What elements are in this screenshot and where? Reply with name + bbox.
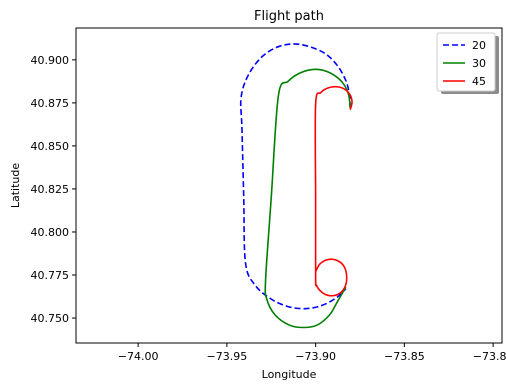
y-tick-label: 40.750 bbox=[31, 312, 70, 325]
axes-frame bbox=[75, 27, 503, 344]
x-axis: −74.00 −73.95 −73.90 −73.85 −73.80 bbox=[118, 343, 506, 363]
legend-label-30: 30 bbox=[472, 57, 486, 70]
y-tick-label: 40.850 bbox=[31, 140, 70, 153]
y-tick-label: 40.875 bbox=[31, 97, 70, 110]
y-tick-label: 40.800 bbox=[31, 226, 70, 239]
y-tick-label: 40.900 bbox=[31, 54, 70, 67]
legend: 20 30 45 bbox=[436, 32, 499, 94]
series-line-45 bbox=[314, 85, 353, 297]
legend-items: 20 30 45 bbox=[443, 39, 486, 88]
x-tick-label: −74.00 bbox=[118, 350, 159, 363]
series-layer bbox=[239, 43, 353, 329]
y-axis-label: Latitude bbox=[9, 163, 22, 209]
x-tick-label: −73.90 bbox=[295, 350, 336, 363]
series-line-20 bbox=[239, 43, 352, 310]
legend-label-45: 45 bbox=[472, 75, 486, 88]
legend-box bbox=[436, 32, 496, 92]
chart-title: Flight path bbox=[254, 9, 324, 24]
series-line-30 bbox=[264, 68, 352, 329]
legend-label-20: 20 bbox=[472, 39, 486, 52]
x-tick-label: −73.80 bbox=[473, 350, 506, 363]
x-tick-label: −73.95 bbox=[207, 350, 248, 363]
y-tick-label: 40.825 bbox=[31, 183, 70, 196]
y-axis: 40.750 40.775 40.800 40.825 40.850 40.875 40.9… bbox=[31, 54, 76, 325]
y-tick-label: 40.775 bbox=[31, 269, 70, 282]
x-tick-label: −73.85 bbox=[384, 350, 425, 363]
x-axis-label: Longitude bbox=[262, 368, 317, 381]
